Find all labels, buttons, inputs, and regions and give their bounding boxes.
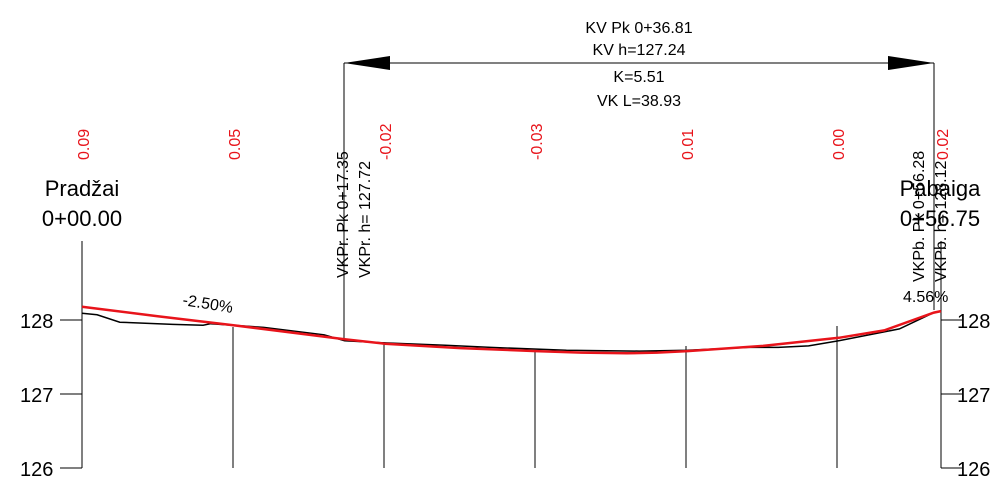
end-name: Pabaiga [900,176,982,201]
difference-label: -0.02 [378,123,395,160]
right-tick-label-126: 126 [957,459,990,481]
difference-label: 0.00 [831,129,848,160]
vertical-curve-dimension [344,56,934,70]
difference-label: 0.01 [680,129,697,160]
curve-info-line-1: KV Pk 0+36.81 [585,20,692,37]
curve-info-line-4: VK L=38.93 [597,93,681,110]
right-elevation-axis: 128 127 126 [940,241,990,481]
start-station: 0+00.00 [42,206,122,231]
left-tick-label-127: 127 [20,385,53,407]
curve-info-line-3: K=5.51 [613,69,664,86]
dimension-arrow-left [344,56,390,70]
existing-ground-line [81,310,942,352]
left-elevation-axis: 128 127 126 [20,241,83,481]
difference-labels: 0.09 0.05 -0.02 -0.03 0.01 0.00 0.02 [76,123,952,160]
start-name: Pradžai [45,176,120,201]
station-lines [232,326,838,468]
difference-label: -0.03 [529,123,546,160]
left-tick-label-128: 128 [20,311,53,333]
curve-info-line-2: KV h=127.24 [593,42,686,59]
vertical-curve-info: KV Pk 0+36.81 KV h=127.24 K=5.51 VK L=38… [585,20,692,110]
curve-start-h-label: VKPr. h= 127.72 [357,161,374,278]
curve-start-pk-label: VKPr. Pk 0+17.35 [335,151,352,278]
right-tick-label-127: 127 [957,385,990,407]
right-tick-label-128: 128 [957,311,990,333]
left-grade-label: -2.50% [181,292,234,317]
difference-label: 0.09 [76,129,93,160]
dimension-arrow-right [888,56,934,70]
curve-end-h-label: VKPb. h= 128.12 [933,160,950,282]
difference-label: 0.02 [935,129,952,160]
design-grade-line [81,305,942,355]
difference-label: 0.05 [227,129,244,160]
end-station: 0+56.75 [900,206,980,231]
right-grade-label: 4.56% [903,289,948,306]
curve-end-pk-label: VKPb. Pk 0+56.28 [911,151,928,282]
left-tick-label-126: 126 [20,459,53,481]
